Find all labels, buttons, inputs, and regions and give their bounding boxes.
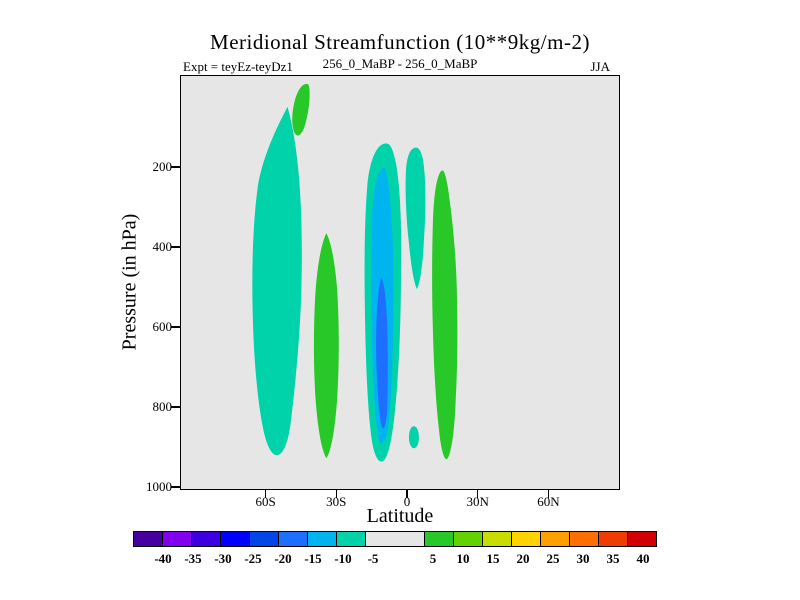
colorbar-tick-label: 10 xyxy=(456,551,470,566)
y-tick-mark xyxy=(171,326,180,328)
colorbar-tick-label: 5 xyxy=(429,551,437,566)
colorbar-segment xyxy=(598,531,628,547)
chart-subtitle: 256_0_MaBP - 256_0_MaBP xyxy=(322,56,478,71)
colorbar-tick-label: -5 xyxy=(367,551,379,566)
colorbar-segment xyxy=(249,531,279,547)
colorbar-segment xyxy=(569,531,599,547)
y-tick-mark xyxy=(171,166,180,168)
colorbar-segment xyxy=(627,531,657,547)
colorbar-tick-label: 20 xyxy=(516,551,530,566)
x-tick-label: 60S xyxy=(255,494,276,509)
colorbar-segment xyxy=(133,531,163,547)
chart-title: Meridional Streamfunction (10**9kg/m-2) xyxy=(210,30,590,54)
colorbar-tick-label: -20 xyxy=(274,551,292,566)
colorbar-tick-label: 15 xyxy=(486,551,500,566)
colorbar-tick-label: 35 xyxy=(606,551,620,566)
x-axis-title: Latitude xyxy=(366,505,434,527)
contour-region-neg-cell-8S-inner xyxy=(376,278,388,429)
colorbar-segment xyxy=(482,531,512,547)
colorbar-segment xyxy=(278,531,308,547)
y-tick-label: 400 xyxy=(152,239,173,254)
contour-region-pos-cell-47S-upper xyxy=(292,83,310,136)
y-tick-label: 600 xyxy=(152,319,173,334)
colorbar-tick-label: -40 xyxy=(154,551,172,566)
colorbar xyxy=(133,531,657,547)
colorbar-tick-label: 30 xyxy=(576,551,590,566)
x-tick-mark xyxy=(547,490,549,498)
colorbar-tick-label: -15 xyxy=(304,551,322,566)
contour-region-neg-cell-60S xyxy=(252,106,302,456)
experiment-label: Expt = teyEz-teyDz1 xyxy=(183,59,293,74)
season-label: JJA xyxy=(590,59,610,74)
colorbar-tick-label: -25 xyxy=(244,551,262,566)
colorbar-tick-label: -35 xyxy=(184,551,202,566)
x-tick-label: 30N xyxy=(466,494,489,509)
x-tick-mark xyxy=(406,490,408,498)
colorbar-tick-label: -10 xyxy=(334,551,352,566)
colorbar-segment xyxy=(365,531,425,547)
y-tick-label: 1000 xyxy=(146,479,172,494)
x-tick-label: 30S xyxy=(326,494,347,509)
colorbar-segment xyxy=(220,531,250,547)
colorbar-tick-label: 40 xyxy=(636,551,650,566)
x-tick-mark xyxy=(264,490,267,498)
contour-region-neg-cell-3N-upper xyxy=(405,147,426,289)
y-tick-mark xyxy=(171,246,180,248)
x-tick-mark xyxy=(477,490,479,498)
contour-region-pos-cell-35S xyxy=(313,233,339,459)
colorbar-tick-label: 25 xyxy=(546,551,560,566)
y-tick-mark xyxy=(171,406,180,408)
colorbar-segment xyxy=(307,531,337,547)
x-tick-label: 60N xyxy=(537,494,560,509)
contour-region-neg-speck-3N-lower xyxy=(408,426,419,449)
x-tick-label: 0 xyxy=(403,494,411,509)
colorbar-segment xyxy=(336,531,366,547)
colorbar-segment xyxy=(162,531,192,547)
plot-area xyxy=(180,75,620,490)
y-tick-label: 800 xyxy=(152,399,173,414)
colorbar-segment xyxy=(540,531,570,547)
colorbar-segment xyxy=(191,531,221,547)
x-tick-mark xyxy=(335,490,337,498)
colorbar-segment xyxy=(453,531,483,547)
colorbar-segment xyxy=(424,531,454,547)
y-tick-mark xyxy=(171,486,180,488)
contour-region-pos-cell-15N xyxy=(432,170,458,460)
y-tick-label: 200 xyxy=(152,159,173,174)
contour-plot-canvas xyxy=(252,83,458,462)
colorbar-segment xyxy=(511,531,541,547)
colorbar-tick-label: -30 xyxy=(214,551,232,566)
